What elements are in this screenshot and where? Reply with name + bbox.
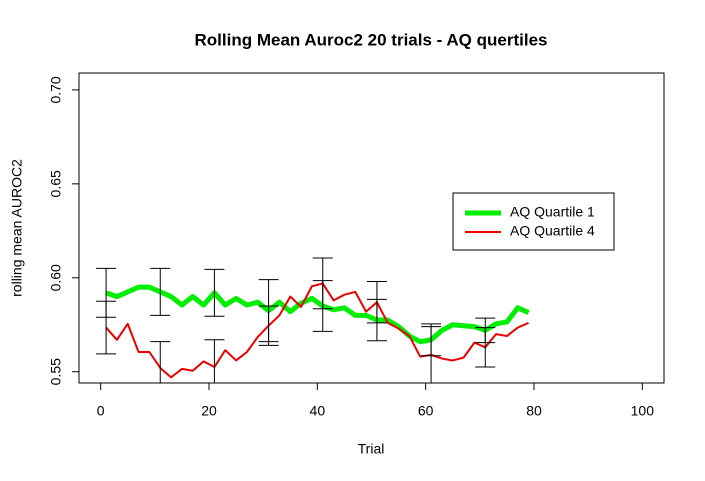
y-tick-label: 0.70 (48, 76, 64, 103)
series-line (105, 282, 529, 379)
y-tick-label: 0.60 (48, 264, 64, 291)
x-tick-label: 20 (201, 403, 217, 419)
error-bar (366, 281, 387, 324)
plot-area (96, 257, 530, 383)
legend: AQ Quartile 1 AQ Quartile 4 (452, 192, 615, 251)
error-bar (204, 268, 225, 317)
y-tick-label: 0.65 (48, 170, 64, 197)
y-axis-label: rolling mean AUROC2 (9, 159, 25, 297)
error-bar (258, 305, 279, 346)
error-bar (421, 326, 442, 383)
y-tick-label: 0.55 (48, 358, 64, 385)
error-bar (96, 300, 117, 355)
x-tick-label: 0 (97, 403, 105, 419)
x-axis-label: Trial (358, 441, 385, 457)
x-tick-label: 100 (631, 403, 655, 419)
x-tick-label: 40 (310, 403, 326, 419)
chart-title: Rolling Mean Auroc2 20 trials - AQ quert… (195, 30, 548, 49)
x-tick-label: 80 (526, 403, 542, 419)
error-bar (150, 267, 171, 316)
legend-box (452, 192, 615, 251)
series-line (105, 284, 530, 345)
legend-label: AQ Quartile 1 (510, 204, 595, 220)
legend-label: AQ Quartile 4 (510, 223, 595, 239)
x-tick-label: 60 (418, 403, 434, 419)
error-bar (312, 257, 333, 310)
error-bar (150, 341, 171, 383)
error-bar (475, 327, 496, 368)
error-bar (204, 339, 225, 383)
